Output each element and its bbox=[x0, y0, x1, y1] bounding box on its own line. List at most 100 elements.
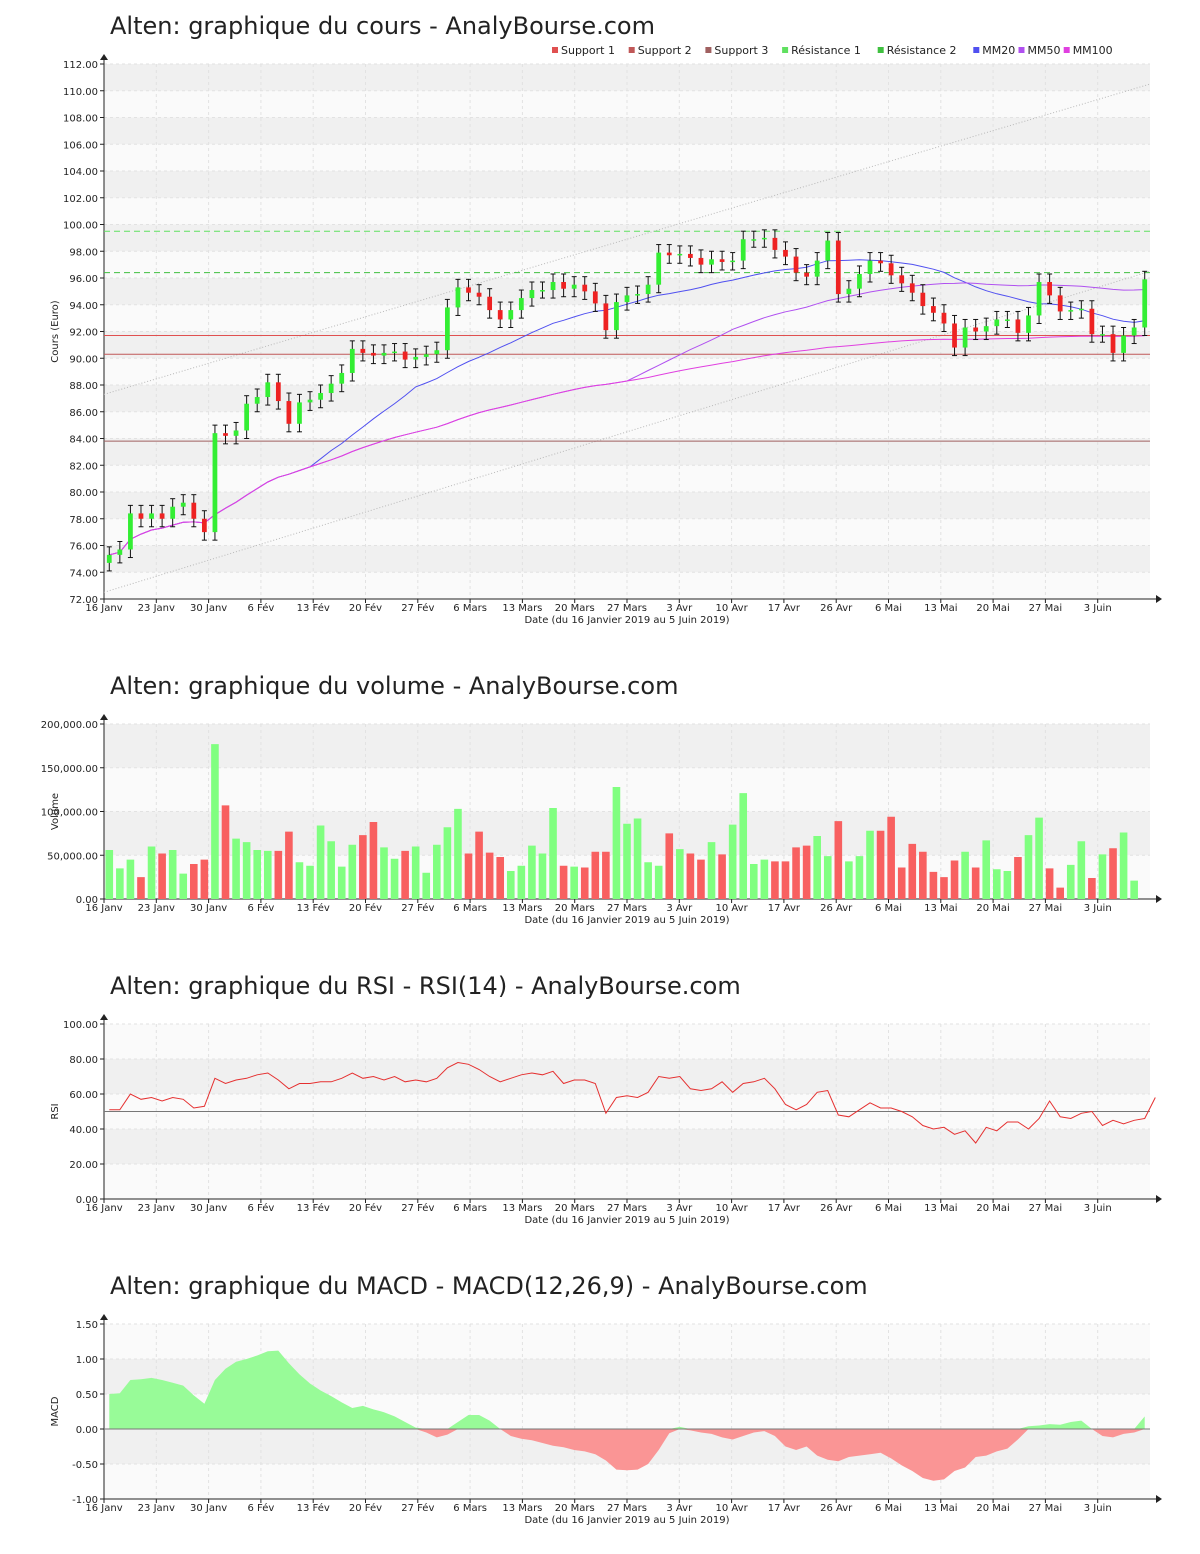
volume-bar bbox=[517, 865, 526, 899]
volume-x-tick-label: 6 Mai bbox=[875, 903, 902, 914]
candle-body bbox=[297, 402, 302, 424]
volume-bar bbox=[242, 842, 251, 899]
volume-bar bbox=[623, 823, 631, 899]
candle-body bbox=[952, 323, 957, 348]
price-x-tick-label: 27 Mars bbox=[607, 603, 647, 614]
price-x-tick-label: 17 Avr bbox=[768, 603, 801, 614]
candle-body bbox=[804, 272, 809, 277]
candle-body bbox=[423, 354, 429, 357]
volume-y-tick-label: 0.00 bbox=[76, 895, 98, 906]
candle-body bbox=[783, 249, 788, 257]
macd-x-axis-arrow bbox=[1156, 1495, 1162, 1503]
trend-channel-upper bbox=[103, 83, 1151, 395]
candle-body bbox=[677, 253, 683, 256]
volume-bar bbox=[147, 846, 156, 899]
macd-y-tick-label: 0.50 bbox=[76, 1390, 98, 1401]
candle-body bbox=[814, 260, 820, 277]
volume-bar bbox=[602, 851, 610, 899]
candle-body bbox=[1121, 335, 1126, 353]
macd-x-tick-label: 26 Avr bbox=[820, 1503, 853, 1514]
volume-bar bbox=[908, 843, 917, 899]
volume-bar bbox=[390, 858, 399, 899]
candle-body bbox=[223, 433, 228, 436]
candle-body bbox=[149, 513, 154, 519]
rsi-x-label: Date (du 16 Janvier 2019 au 5 Juin 2019) bbox=[524, 1215, 729, 1226]
candle-body bbox=[888, 263, 894, 276]
volume-y-tick-label: 150,000.00 bbox=[41, 764, 98, 775]
rsi-y-tick-label: 80.00 bbox=[69, 1055, 98, 1066]
price-y-axis-arrow bbox=[100, 54, 108, 60]
price-x-tick-label: 27 Fév bbox=[401, 602, 434, 614]
candle-body bbox=[1110, 334, 1116, 353]
candle-body bbox=[835, 240, 841, 295]
candle-body bbox=[603, 303, 609, 331]
volume-bar bbox=[633, 818, 642, 899]
volume-bar bbox=[919, 851, 927, 899]
volume-bar bbox=[105, 850, 114, 899]
price-y-tick-label: 82.00 bbox=[69, 461, 98, 472]
candle-body bbox=[1068, 310, 1074, 312]
candle-body bbox=[761, 237, 767, 240]
legend-item: MM50 bbox=[1028, 44, 1061, 57]
macd-x-tick-label: 20 Fév bbox=[349, 1502, 382, 1514]
candle-body bbox=[138, 513, 144, 519]
volume-x-tick-label: 3 Juin bbox=[1084, 903, 1112, 914]
volume-x-tick-label: 27 Mai bbox=[1029, 903, 1062, 914]
macd-x-tick-label: 16 Janv bbox=[85, 1503, 122, 1514]
volume-x-tick-label: 13 Mai bbox=[924, 903, 957, 914]
volume-bar bbox=[802, 845, 811, 899]
volume-bar bbox=[1088, 878, 1096, 899]
rsi-x-tick-label: 13 Fév bbox=[297, 1202, 330, 1214]
price-x-tick-label: 27 Mai bbox=[1029, 603, 1062, 614]
volume-bar bbox=[158, 853, 166, 899]
volume-x-axis-arrow bbox=[1156, 895, 1162, 903]
candle-body bbox=[1100, 334, 1105, 336]
candle-body bbox=[518, 298, 524, 311]
candle-body bbox=[265, 382, 271, 398]
candle-body bbox=[466, 287, 471, 293]
rsi-x-tick-label: 6 Mars bbox=[453, 1203, 487, 1214]
candle-body bbox=[328, 383, 334, 394]
candle-body bbox=[730, 260, 736, 263]
candle-body bbox=[1004, 319, 1010, 321]
price-y-tick-label: 84.00 bbox=[69, 435, 98, 446]
candle-body bbox=[191, 502, 197, 519]
macd-x-tick-label: 27 Fév bbox=[401, 1502, 434, 1514]
volume-bar bbox=[654, 865, 663, 899]
candle-body bbox=[307, 399, 313, 403]
price-x-tick-label: 26 Avr bbox=[820, 603, 853, 614]
price-y-tick-label: 112.00 bbox=[63, 60, 98, 71]
candle-body bbox=[1089, 308, 1095, 335]
rsi-line bbox=[109, 1061, 1156, 1144]
price-y-tick-label: 80.00 bbox=[69, 488, 98, 499]
macd-x-tick-label: 20 Mars bbox=[555, 1503, 595, 1514]
rsi-y-tick-label: 100.00 bbox=[63, 1020, 98, 1031]
volume-bar bbox=[422, 872, 431, 899]
volume-x-label: Date (du 16 Janvier 2019 au 5 Juin 2019) bbox=[524, 915, 729, 926]
candle-body bbox=[349, 348, 355, 373]
price-y-tick-label: 104.00 bbox=[63, 167, 98, 178]
price-x-tick-label: 13 Mars bbox=[502, 603, 542, 614]
price-x-axis-arrow bbox=[1156, 595, 1162, 603]
volume-bar bbox=[232, 838, 240, 899]
volume-bar bbox=[306, 865, 314, 899]
macd-x-tick-label: 17 Avr bbox=[768, 1503, 801, 1514]
candle-body bbox=[1057, 295, 1063, 312]
legend-swatch bbox=[782, 47, 789, 53]
volume-bar bbox=[1130, 880, 1138, 899]
volume-bar bbox=[781, 861, 790, 899]
rsi-y-label: RSI bbox=[50, 1103, 61, 1119]
rsi-x-tick-label: 13 Mai bbox=[924, 1203, 957, 1214]
volume-bar bbox=[253, 850, 262, 899]
rsi-x-tick-label: 3 Avr bbox=[666, 1203, 693, 1214]
volume-bar bbox=[411, 846, 420, 899]
volume-bar bbox=[433, 844, 441, 899]
price-y-tick-label: 100.00 bbox=[63, 221, 98, 232]
price-y-tick-label: 88.00 bbox=[69, 381, 98, 392]
volume-x-tick-label: 27 Mars bbox=[607, 903, 647, 914]
candle-body bbox=[159, 513, 165, 519]
volume-bar bbox=[401, 850, 409, 899]
rsi-x-tick-label: 20 Mars bbox=[555, 1203, 595, 1214]
volume-bar bbox=[528, 845, 536, 899]
